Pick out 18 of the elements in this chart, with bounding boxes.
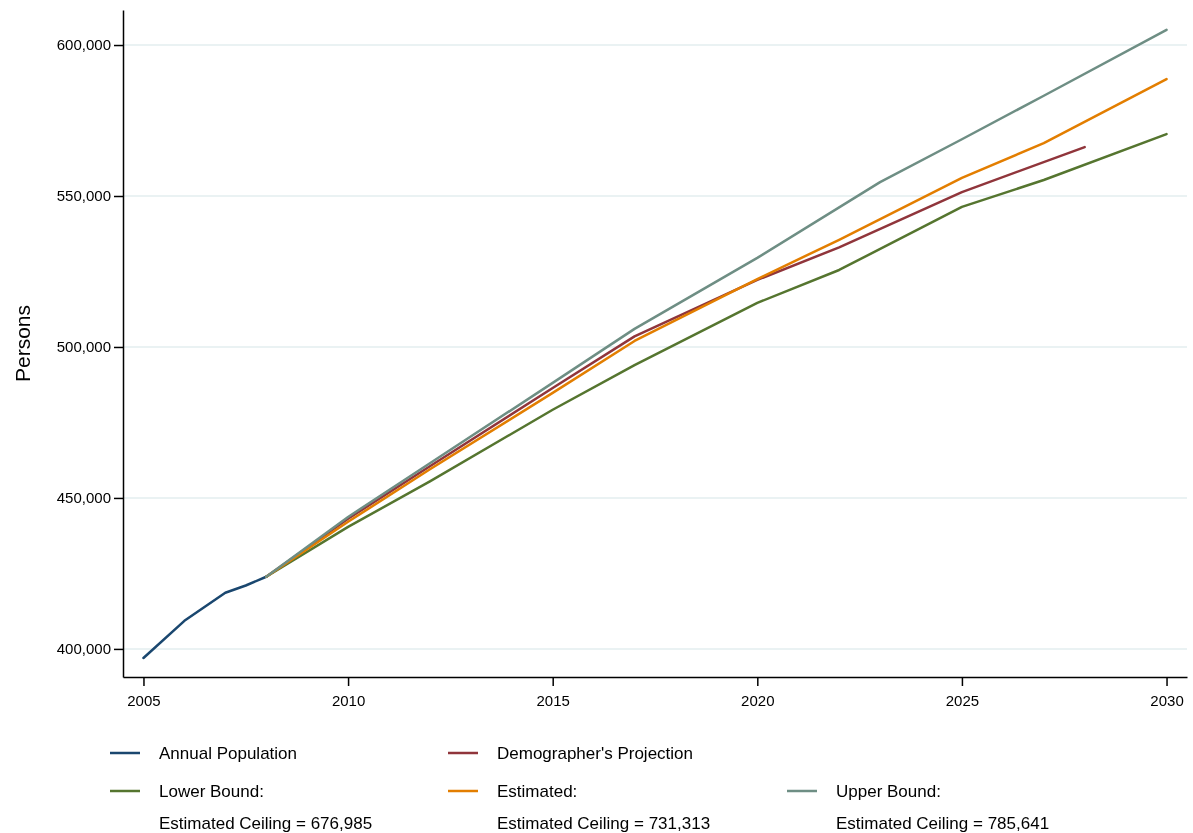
y-tick-label: 550,000 <box>56 187 111 205</box>
legend-label: Upper Bound: Estimated Ceiling = 785,641 <box>836 782 1050 833</box>
x-tick-label: 2025 <box>945 691 980 709</box>
y-tick-label: 400,000 <box>56 640 111 658</box>
y-tick-label: 600,000 <box>56 36 111 54</box>
line-series <box>142 575 268 660</box>
y-tick-label: 500,000 <box>56 338 111 356</box>
legend-label: Estimated: Estimated Ceiling = 731,313 <box>497 782 711 833</box>
x-tick-label: 2010 <box>331 691 366 709</box>
y-tick-label: 450,000 <box>56 489 111 507</box>
x-tick-label: 2030 <box>1150 691 1184 709</box>
x-tick-label: 2015 <box>536 691 570 709</box>
y-axis-title: Persons <box>11 304 34 383</box>
legend-label: Annual Population <box>159 744 298 763</box>
x-tick-label: 2020 <box>741 691 775 709</box>
legend-label: Lower Bound: Estimated Ceiling = 676,985 <box>159 782 373 833</box>
x-tick-label: 2005 <box>127 691 161 709</box>
legend-label: Demographer's Projection <box>497 744 694 763</box>
